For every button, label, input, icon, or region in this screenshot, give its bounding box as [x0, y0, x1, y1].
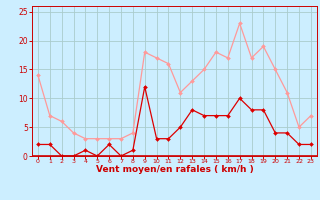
X-axis label: Vent moyen/en rafales ( km/h ): Vent moyen/en rafales ( km/h )	[96, 165, 253, 174]
